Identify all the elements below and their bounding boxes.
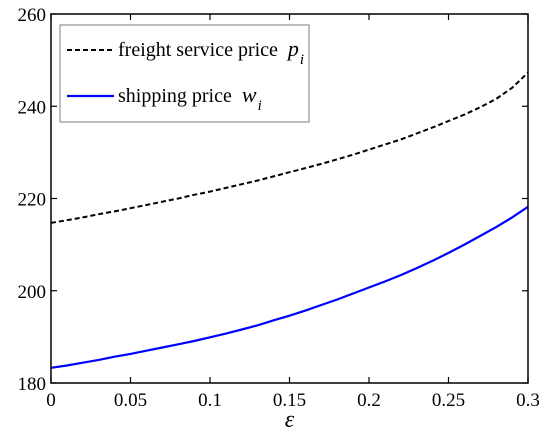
legend-label-freight-service-price: freight service price (118, 39, 278, 61)
y-tick-label: 180 (18, 374, 47, 395)
series-group (50, 71, 529, 369)
x-tick-label: 0 (46, 390, 56, 411)
legend-subscript-w: i (258, 98, 262, 114)
series-line-freight-service-price (50, 71, 529, 224)
legend-box (59, 24, 310, 123)
x-tick-label: 0.3 (516, 390, 540, 411)
y-tick-label: 200 (18, 282, 47, 303)
legend-symbol-w: w (242, 82, 257, 107)
x-axis-label: ε (285, 407, 295, 433)
y-tick-label: 260 (18, 5, 47, 26)
legend: freight service price p i shipping price… (59, 24, 310, 123)
legend-symbol-p: p (286, 36, 299, 61)
y-tick-label: 220 (18, 190, 47, 211)
legend-subscript-p: i (300, 52, 304, 68)
legend-label-shipping-price: shipping price (118, 85, 232, 107)
x-tick-label: 0.1 (198, 390, 222, 411)
y-tick-label: 240 (18, 97, 47, 118)
x-tick-label: 0.05 (114, 390, 147, 411)
series-line-shipping-price (50, 205, 529, 369)
x-tick-label: 0.2 (357, 390, 381, 411)
axes: 0 0.05 0.1 0.15 0.2 0.25 0.3 180 200 220 240 260 (18, 5, 540, 411)
x-tick-label: 0.25 (432, 390, 465, 411)
x-tick-label: 0.15 (273, 390, 306, 411)
